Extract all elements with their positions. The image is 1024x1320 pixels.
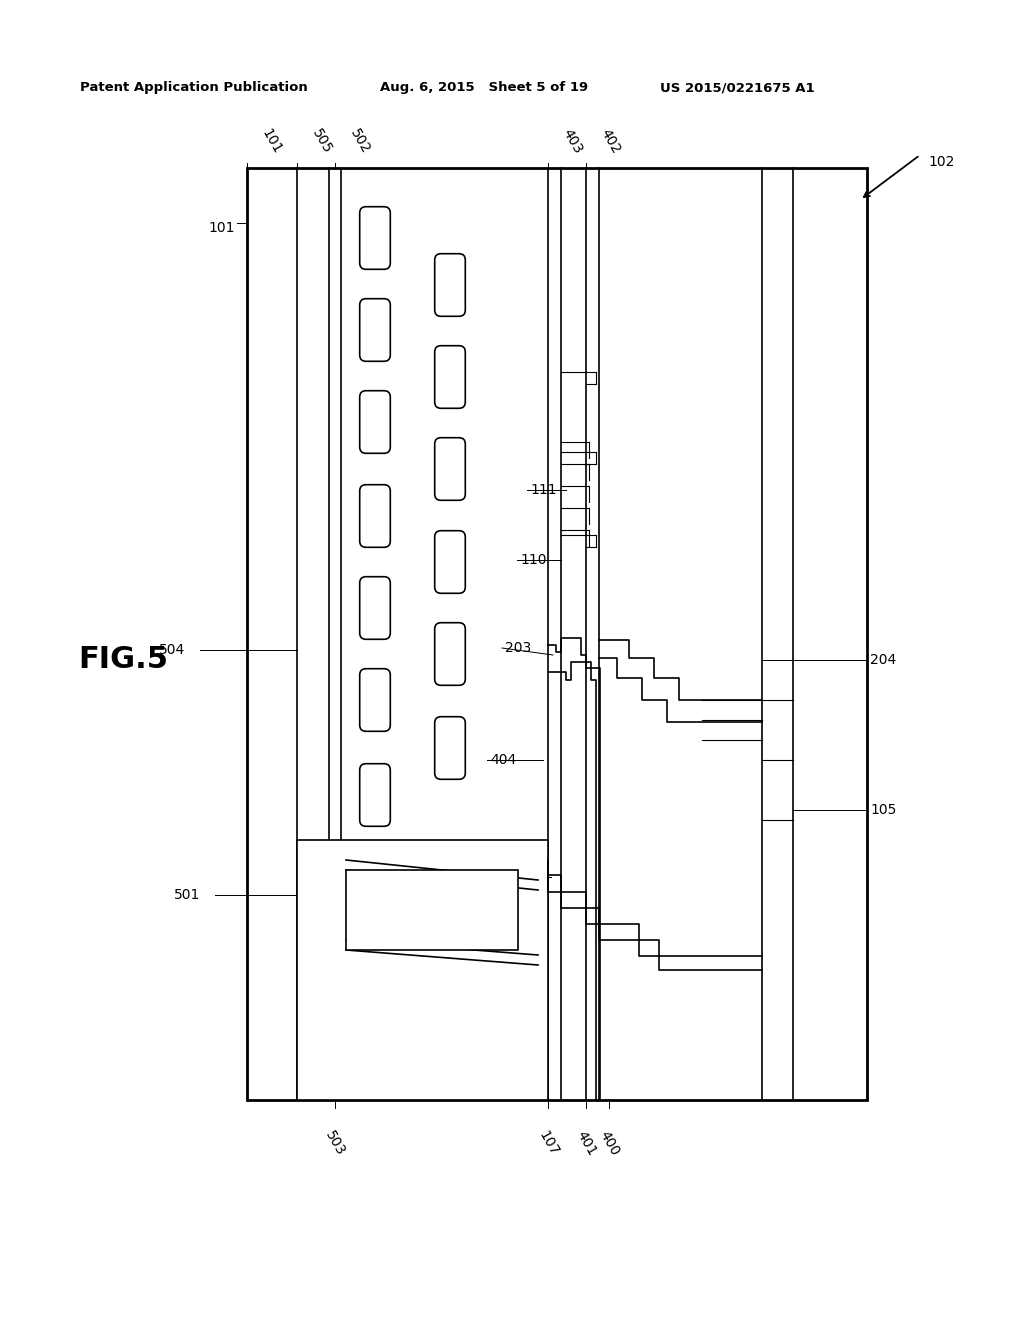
FancyBboxPatch shape xyxy=(359,577,390,639)
Text: 503: 503 xyxy=(323,1129,347,1158)
FancyBboxPatch shape xyxy=(435,346,465,408)
Text: 404: 404 xyxy=(425,913,452,927)
Bar xyxy=(247,168,867,1100)
Text: 505: 505 xyxy=(309,127,334,156)
Text: 105: 105 xyxy=(870,803,896,817)
Text: FIG.5: FIG.5 xyxy=(78,645,168,675)
FancyBboxPatch shape xyxy=(435,717,465,779)
Text: 101: 101 xyxy=(259,125,285,156)
FancyBboxPatch shape xyxy=(359,669,390,731)
Text: 107: 107 xyxy=(536,1129,561,1158)
Text: 402: 402 xyxy=(598,127,624,156)
Text: 203: 203 xyxy=(505,642,531,655)
FancyBboxPatch shape xyxy=(359,484,390,548)
FancyBboxPatch shape xyxy=(435,623,465,685)
FancyBboxPatch shape xyxy=(435,438,465,500)
FancyBboxPatch shape xyxy=(359,391,390,453)
FancyBboxPatch shape xyxy=(359,207,390,269)
Text: 501: 501 xyxy=(174,888,200,902)
Bar xyxy=(297,840,548,1100)
Bar xyxy=(346,870,518,950)
Text: 101: 101 xyxy=(209,220,234,235)
Text: 504: 504 xyxy=(159,643,185,657)
Text: Aug. 6, 2015   Sheet 5 of 19: Aug. 6, 2015 Sheet 5 of 19 xyxy=(380,82,588,95)
Text: 401: 401 xyxy=(573,1129,599,1158)
Text: 403: 403 xyxy=(560,127,586,156)
FancyBboxPatch shape xyxy=(359,764,390,826)
FancyBboxPatch shape xyxy=(435,253,465,317)
FancyBboxPatch shape xyxy=(435,531,465,593)
Text: Patent Application Publication: Patent Application Publication xyxy=(80,82,308,95)
Text: 400: 400 xyxy=(596,1129,622,1158)
Text: 102: 102 xyxy=(928,154,954,169)
FancyBboxPatch shape xyxy=(359,298,390,362)
Text: 204: 204 xyxy=(870,653,896,667)
Text: US 2015/0221675 A1: US 2015/0221675 A1 xyxy=(660,82,815,95)
Text: 404: 404 xyxy=(490,752,516,767)
Text: 111: 111 xyxy=(530,483,557,498)
Text: 502: 502 xyxy=(347,127,373,156)
Text: 201: 201 xyxy=(460,870,486,884)
Text: 110: 110 xyxy=(520,553,547,568)
